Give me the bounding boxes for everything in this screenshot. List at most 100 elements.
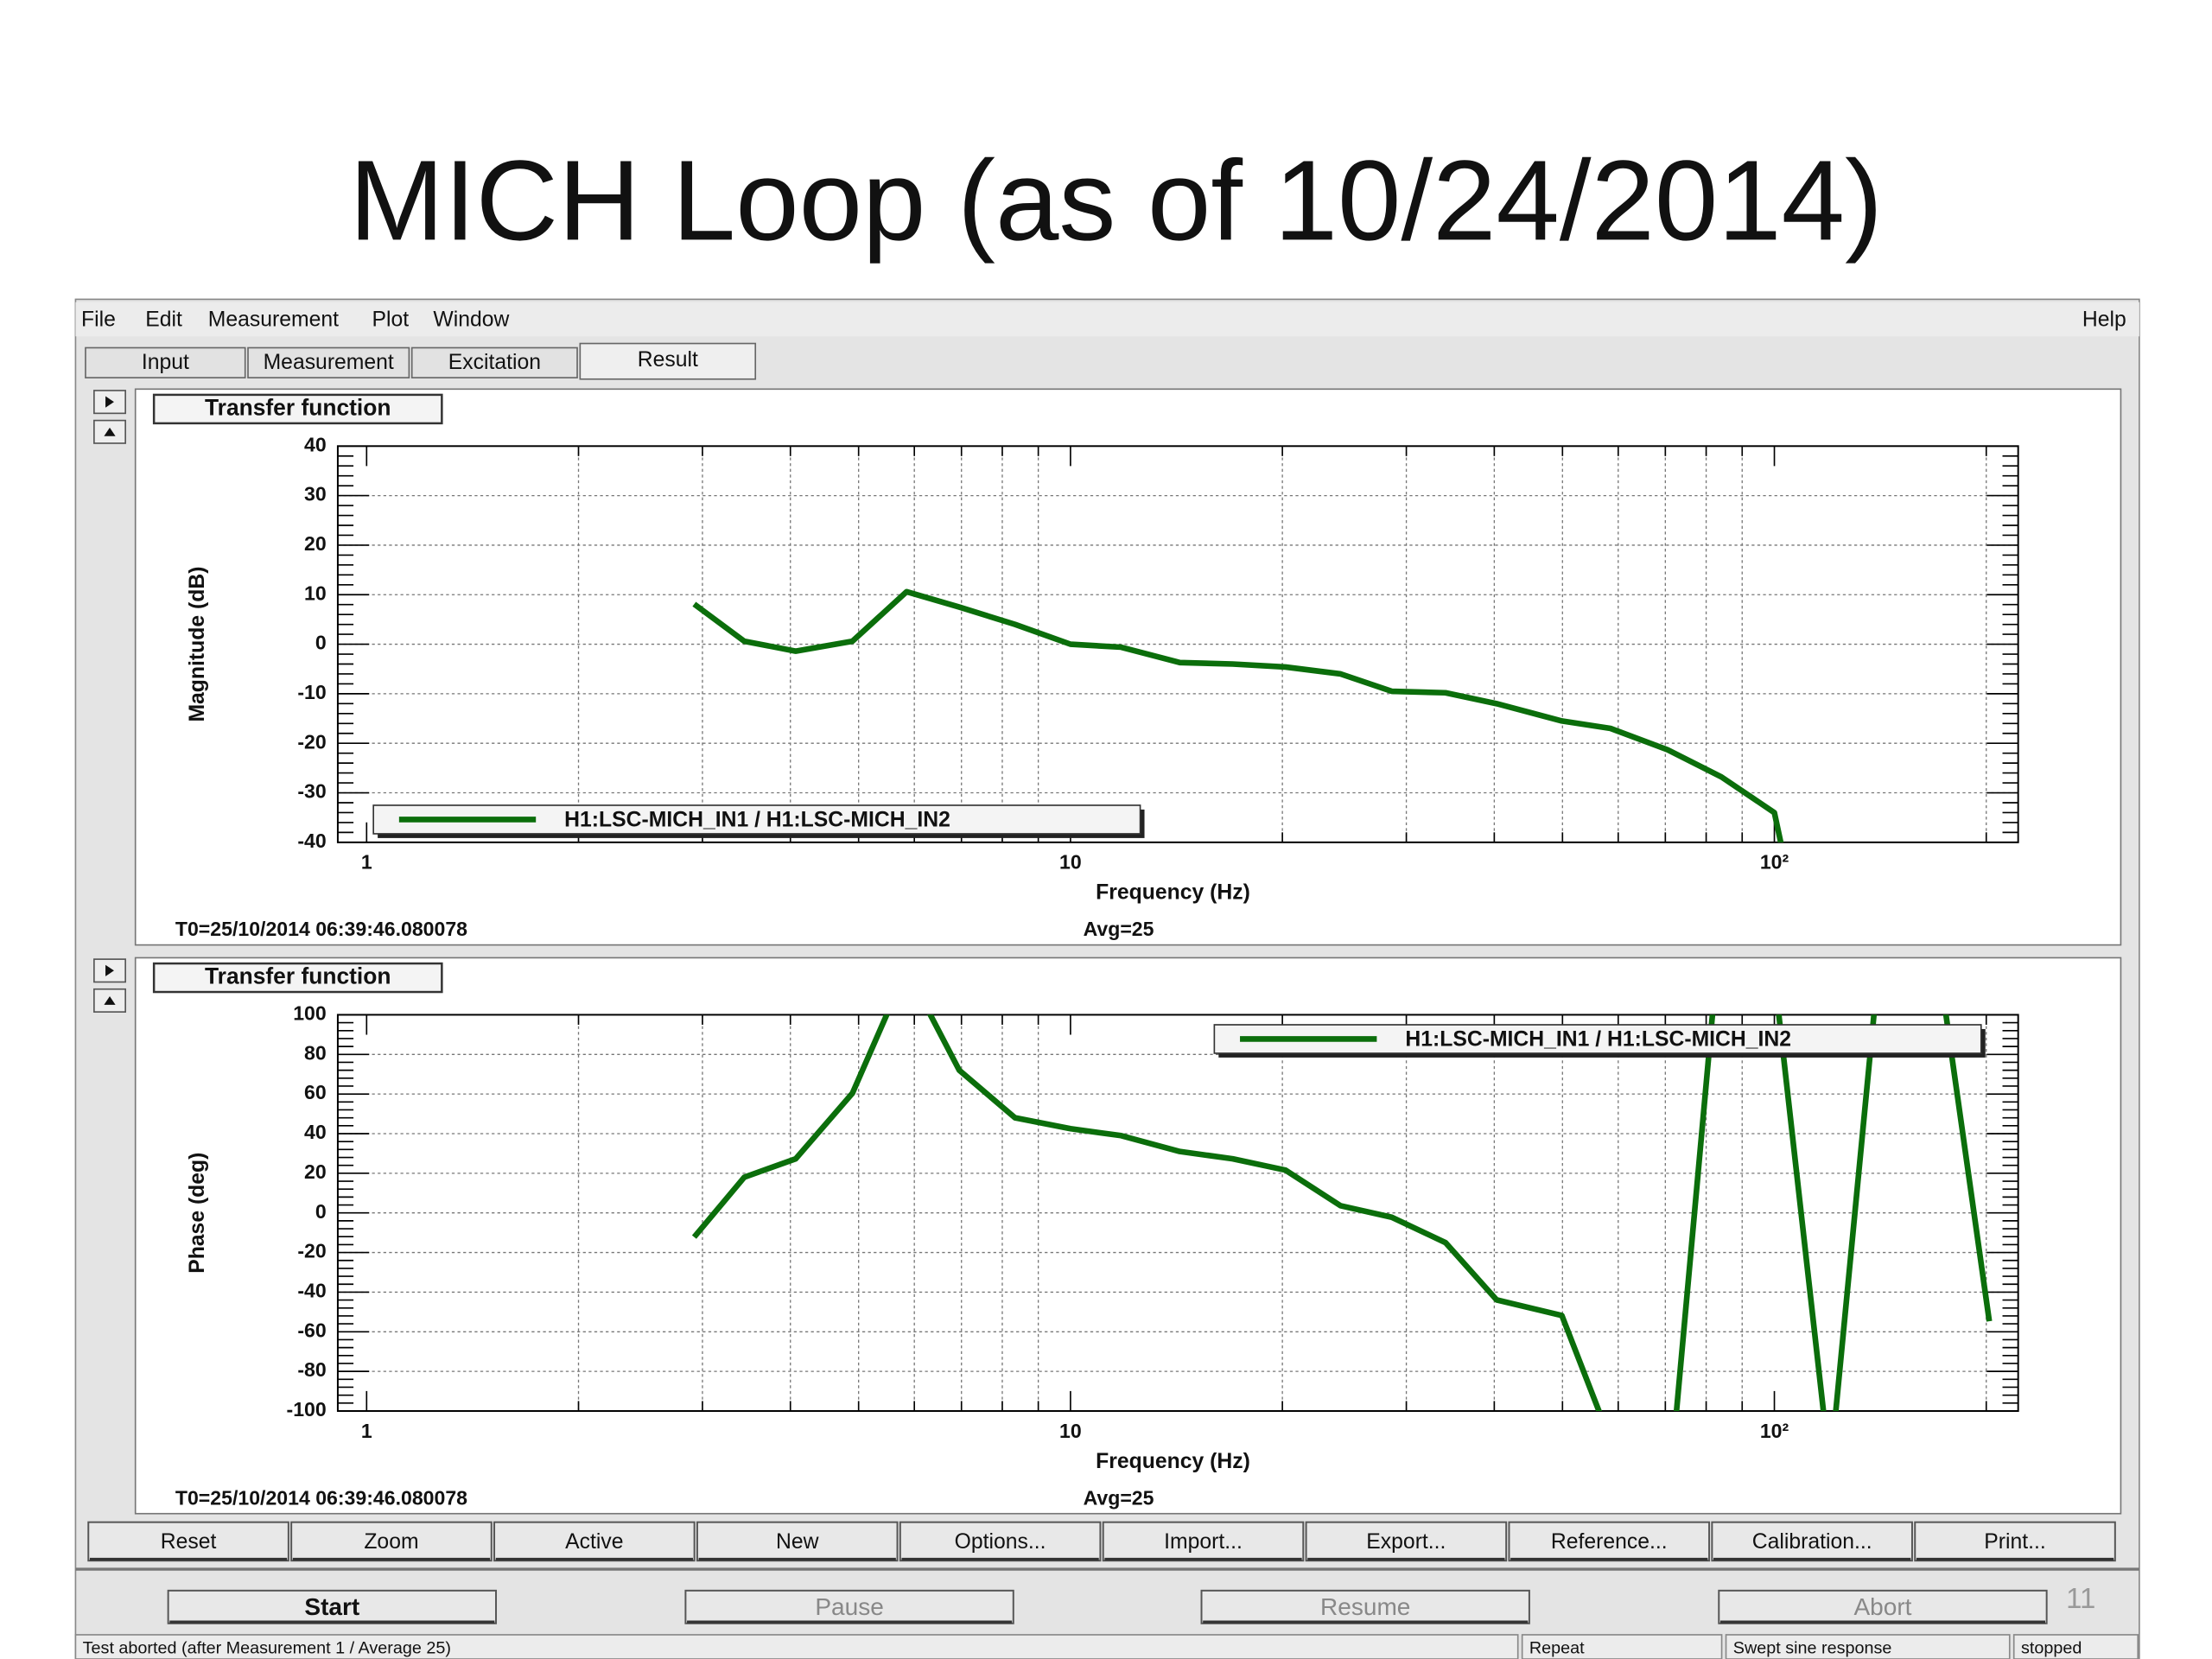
status-text: Test aborted (after Measurement 1 / Aver…: [83, 1639, 451, 1658]
tab-face: [247, 346, 410, 378]
y-tick-label: 0: [315, 632, 327, 654]
legend-label: H1:LSC-MICH_IN1 / H1:LSC-MICH_IN2: [564, 809, 950, 832]
tab[interactable]: Result: [579, 342, 757, 380]
y-tick-label: -80: [297, 1358, 326, 1381]
slide-title: MICH Loop (as of 10/24/2014): [349, 137, 1883, 264]
menu-item[interactable]: Edit: [145, 308, 182, 332]
toolbar-button-face: [493, 1521, 696, 1562]
x-axis-label: Frequency (Hz): [1096, 881, 1250, 905]
y-tick-label: -30: [297, 780, 326, 803]
panel-header: Transfer function: [205, 963, 391, 989]
t0-label: T0=25/10/2014 06:39:46.080078: [175, 918, 467, 940]
chart: Transfer function 1 10 10² -100 -80 -60 -40 -20 0…: [152, 962, 2019, 1509]
control-button[interactable]: Resume: [1200, 1589, 1530, 1624]
series-line: [691, 1014, 1993, 1411]
y-tick-label: 30: [304, 483, 327, 505]
x-tick-label: 10: [1059, 1420, 1082, 1442]
y-tick-label: -20: [297, 1240, 326, 1262]
status-field: [2012, 1634, 2139, 1659]
avg-label: Avg=25: [1084, 918, 1154, 940]
y-tick-label: -40: [297, 830, 326, 852]
toolbar-button-label: Reference...: [1551, 1530, 1668, 1554]
slide-number: 11: [2066, 1582, 2095, 1614]
side-arrow: [105, 396, 114, 408]
status-field: [74, 1634, 1519, 1659]
control-button-label: Pause: [815, 1593, 883, 1620]
toolbar-button[interactable]: Options...: [899, 1521, 1102, 1562]
y-axis-label: Phase (deg): [186, 1153, 209, 1274]
toolbar-button[interactable]: Export...: [1305, 1521, 1508, 1562]
tab-face: [85, 346, 246, 378]
status-text: stopped: [2021, 1639, 2082, 1658]
toolbar-button[interactable]: Import...: [1102, 1521, 1305, 1562]
status-field: [1521, 1634, 1723, 1659]
y-tick-label: -40: [297, 1280, 326, 1302]
y-tick-label: 40: [304, 1121, 327, 1143]
side-arrow: [104, 427, 116, 436]
y-tick-label: 10: [304, 582, 327, 604]
t0-label: T0=25/10/2014 06:39:46.080078: [175, 1486, 467, 1509]
menu-item[interactable]: File: [81, 308, 116, 332]
toolbar-button[interactable]: Reset: [87, 1521, 289, 1562]
toolbar-button-label: Zoom: [364, 1530, 418, 1554]
menu-item[interactable]: Window: [433, 308, 509, 332]
toolbar-button-face: [1508, 1521, 1711, 1562]
tab[interactable]: Input: [85, 346, 246, 378]
control-button-label: Start: [304, 1593, 359, 1620]
menu-item[interactable]: Plot: [372, 308, 410, 332]
x-axis-label: Frequency (Hz): [1096, 1450, 1250, 1473]
control-button[interactable]: Abort: [1718, 1589, 2048, 1624]
tab-label: Measurement: [264, 351, 394, 374]
toolbar-button[interactable]: Active: [493, 1521, 696, 1562]
tab-label: Result: [638, 348, 698, 372]
toolbar-button[interactable]: New: [696, 1521, 899, 1562]
y-tick-label: -100: [287, 1398, 327, 1421]
toolbar-button[interactable]: Print...: [1914, 1521, 2116, 1562]
control-button[interactable]: Pause: [684, 1589, 1014, 1624]
status-text: Swept sine response: [1733, 1639, 1892, 1658]
toolbar-button-face: [696, 1521, 899, 1562]
y-axis-label: Magnitude (dB): [186, 567, 209, 722]
toolbar-button-label: Reset: [161, 1530, 217, 1554]
toolbar-button-label: Options...: [955, 1530, 1046, 1554]
chart: Transfer function 1 10 10² -40 -30 -20 -10 0 10 20…: [152, 393, 2019, 940]
toolbar-button[interactable]: Zoom: [290, 1521, 493, 1562]
y-tick-label: -20: [297, 730, 326, 753]
y-tick-label: -60: [297, 1319, 326, 1341]
toolbar-button[interactable]: Reference...: [1508, 1521, 1711, 1562]
toolbar-button[interactable]: Calibration...: [1711, 1521, 1913, 1562]
side-arrow: [104, 995, 116, 1005]
y-tick-label: 100: [293, 1002, 327, 1025]
y-tick-label: 60: [304, 1081, 327, 1103]
status-field: [1725, 1634, 2011, 1659]
toolbar-button-label: Import...: [1164, 1530, 1243, 1554]
menu-item[interactable]: Help: [2082, 308, 2126, 332]
toolbar-button-label: Active: [565, 1530, 623, 1554]
tab-label: Excitation: [448, 351, 541, 374]
x-tick-label: 1: [361, 1420, 372, 1442]
toolbar-button-label: Print...: [1984, 1530, 2045, 1554]
tab-face: [410, 346, 578, 378]
panel-header: Transfer function: [205, 394, 391, 420]
side-arrow: [105, 964, 114, 976]
toolbar-button-label: Export...: [1366, 1530, 1446, 1554]
menu-item[interactable]: Measurement: [208, 308, 339, 332]
x-tick-label: 1: [361, 851, 372, 874]
tab-face: [579, 342, 757, 380]
toolbar-button-face: [1914, 1521, 2116, 1562]
tab[interactable]: Excitation: [410, 346, 578, 378]
series-line: [692, 588, 1784, 842]
toolbar-button-face: [899, 1521, 1102, 1562]
toolbar-button-label: New: [776, 1530, 819, 1554]
menu-bar: [75, 302, 2139, 337]
panel-header-box: [152, 393, 443, 425]
control-button[interactable]: Start: [167, 1589, 498, 1624]
tab[interactable]: Measurement: [247, 346, 410, 378]
control-button-label: Abort: [1853, 1593, 1911, 1620]
control-button-face: [684, 1589, 1014, 1624]
control-button-face: [1200, 1589, 1530, 1624]
y-tick-label: 40: [304, 433, 327, 455]
status-text: Repeat: [1529, 1639, 1585, 1658]
